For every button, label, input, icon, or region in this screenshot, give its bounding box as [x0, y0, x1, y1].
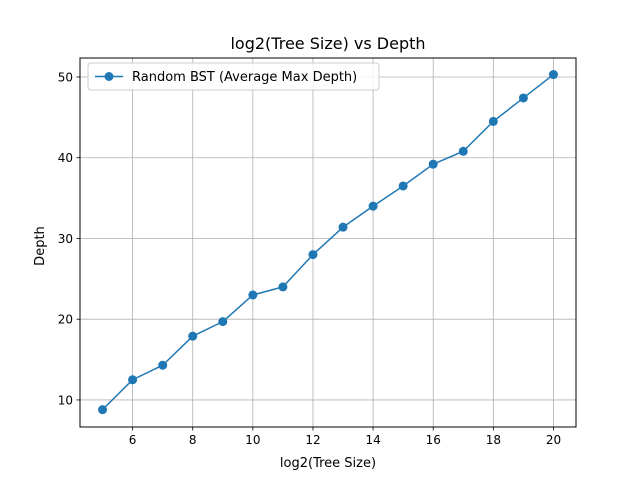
- grid-lines: [80, 58, 576, 427]
- data-point: [428, 159, 438, 169]
- data-point: [458, 146, 468, 156]
- legend: Random BST (Average Max Depth): [87, 62, 380, 91]
- y-tick-label: 30: [58, 232, 73, 246]
- data-point: [158, 360, 168, 370]
- x-tick-label: 20: [546, 433, 561, 447]
- y-tick-label: 10: [58, 393, 73, 407]
- data-point: [248, 290, 258, 300]
- data-point: [188, 331, 198, 341]
- x-tick-label: 10: [245, 433, 260, 447]
- data-point: [488, 116, 498, 126]
- data-point: [548, 70, 558, 80]
- x-tick-label: 6: [129, 433, 137, 447]
- legend-entry-label: Random BST (Average Max Depth): [132, 70, 357, 85]
- x-tick-label: 12: [305, 433, 320, 447]
- x-tick-label: 14: [365, 433, 380, 447]
- y-axis-label: Depth: [33, 226, 48, 266]
- series-line: [102, 73, 554, 411]
- y-tick-label: 50: [58, 70, 73, 84]
- legend-marker: [104, 72, 114, 81]
- data-point: [338, 222, 348, 232]
- x-axis-label: log2(Tree Size): [280, 456, 376, 471]
- y-tick-label: 20: [58, 313, 73, 327]
- data-point: [218, 317, 228, 327]
- data-point: [368, 201, 378, 211]
- x-tick-label: 8: [189, 433, 197, 447]
- axis-ticks: 6 8 10 12 14 16 18 20 10 20 30 40 50: [58, 70, 561, 447]
- plot-area-frame: [79, 57, 577, 428]
- series-layer: [98, 70, 558, 415]
- data-point: [398, 181, 408, 191]
- x-tick-label: 18: [486, 433, 501, 447]
- legend-box: [87, 62, 380, 91]
- data-point: [278, 282, 288, 292]
- chart-title: log2(Tree Size) vs Depth: [230, 34, 425, 53]
- y-tick-label: 40: [58, 151, 73, 165]
- data-point: [308, 250, 318, 260]
- data-point: [98, 405, 108, 415]
- x-tick-label: 16: [426, 433, 441, 447]
- data-point: [518, 93, 528, 103]
- data-point: [128, 375, 138, 385]
